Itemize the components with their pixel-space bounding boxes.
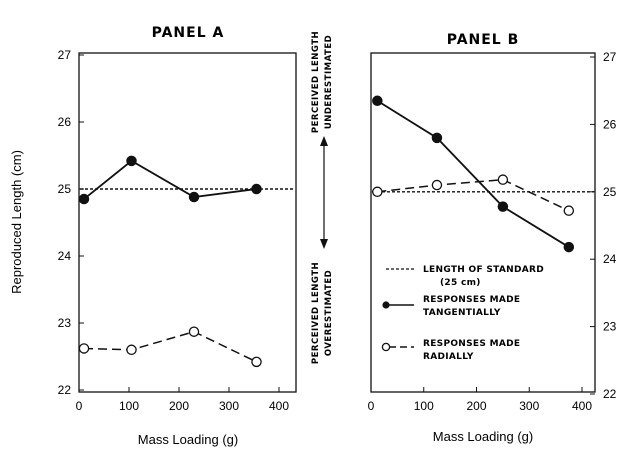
panel-a-tangential-line (83, 159, 257, 200)
panel-b-plot (372, 95, 594, 253)
arrow-up-icon (320, 136, 328, 146)
panel-a-y-axis-label: Reproduced Length (cm) (9, 150, 24, 294)
panel-b-tangential-point (372, 95, 383, 107)
panel-b-y-tick-label: 25 (603, 185, 617, 199)
legend-radial-label: RESPONSES MADE (423, 339, 520, 349)
panel-a-tangential-point (126, 155, 137, 167)
arrow-down-icon (320, 239, 328, 249)
panel-b-y-tick-label: 26 (603, 117, 617, 131)
legend: LENGTH OF STANDARD (25 cm) RESPONSES MAD… (381, 265, 544, 362)
panel-a-title: PANEL A (152, 25, 225, 41)
panel-b-radial-point (431, 179, 443, 191)
panel-b-tangential-point (431, 132, 443, 144)
panel-b-radial-point (563, 205, 575, 216)
perception-annotation: PERCEIVED LENGTH UNDERESTIMATED PERCEIVE… (311, 31, 334, 364)
panel-a-y-tick-label: 23 (58, 316, 72, 330)
panel-b-y-tick-label: 27 (603, 50, 617, 64)
panel-a-tangential-point (251, 183, 262, 195)
panel-a-tangential-point (78, 193, 90, 205)
underestimated-line1: PERCEIVED LENGTH (311, 31, 321, 133)
legend-tangential-sublabel: TANGENTIALLY (423, 308, 501, 318)
panel-b-ticks: 0 100 200 300 400 22 23 24 25 26 27 (368, 50, 617, 413)
panel-b-x-tick-label: 300 (519, 399, 539, 413)
legend-standard-label: LENGTH OF STANDARD (423, 265, 544, 275)
legend-radial-open-marker (381, 342, 391, 352)
panel-a-plot (78, 155, 295, 368)
underestimated-line2: UNDERESTIMATED (324, 35, 334, 129)
panel-a-radial-point (78, 343, 90, 354)
panel-a-radial-point (126, 344, 137, 356)
panel-a-x-tick-label: 400 (269, 399, 289, 413)
overestimated-line2: OVERESTIMATED (324, 270, 334, 356)
legend-standard-sublabel: (25 cm) (440, 278, 481, 288)
panel-b-radial-line (377, 178, 570, 212)
panel-b-x-axis-label: Mass Loading (g) (433, 429, 533, 444)
panel-b-x-tick-label: 100 (414, 399, 434, 413)
panel-a-ticks: 0 100 200 300 400 22 23 24 25 26 27 (58, 48, 290, 413)
panel-a-x-tick-label: 100 (119, 399, 139, 413)
panel-a-tangential-point (188, 191, 200, 203)
overestimated-line1: PERCEIVED LENGTH (311, 262, 321, 364)
panel-a-x-tick-label: 300 (219, 399, 239, 413)
panel-b-x-tick-label: 0 (368, 399, 375, 413)
panel-b-x-tick-label: 400 (572, 399, 592, 413)
panel-b-frame (370, 52, 596, 393)
panel-b-title: PANEL B (447, 32, 520, 48)
panel-a-radial-line (83, 330, 257, 363)
panel-a-x-tick-label: 0 (76, 399, 83, 413)
panel-a-radial-point (188, 326, 200, 337)
panel-a-radial-point (251, 356, 262, 368)
panel-b-y-tick-label: 24 (603, 252, 617, 266)
panel-b-radial-point (372, 186, 383, 198)
panel-a-y-tick-label: 27 (58, 48, 72, 62)
legend-tangential-label: RESPONSES MADE (423, 295, 520, 305)
panel-a-y-tick-label: 26 (58, 115, 72, 129)
panel-a-x-axis-label: Mass Loading (g) (138, 432, 238, 447)
panel-b-tangential-point (497, 201, 509, 212)
legend-tangential-filled-marker (382, 301, 390, 309)
panel-b-tangential-point (563, 241, 575, 253)
panel-a-y-tick-label: 22 (58, 383, 72, 397)
panel-b-y-tick-label: 22 (603, 387, 617, 401)
panel-b-x-tick-label: 200 (466, 399, 486, 413)
panel-a-x-tick-label: 200 (169, 399, 189, 413)
panel-b-tangential-line (376, 100, 570, 248)
panel-a-frame (78, 52, 297, 393)
legend-radial-sublabel: RADIALLY (423, 352, 474, 362)
panel-a-y-tick-label: 25 (58, 182, 72, 196)
panel-b-radial-point (497, 174, 509, 185)
panel-b-y-tick-label: 23 (603, 320, 617, 334)
panel-a-y-tick-label: 24 (58, 249, 72, 263)
